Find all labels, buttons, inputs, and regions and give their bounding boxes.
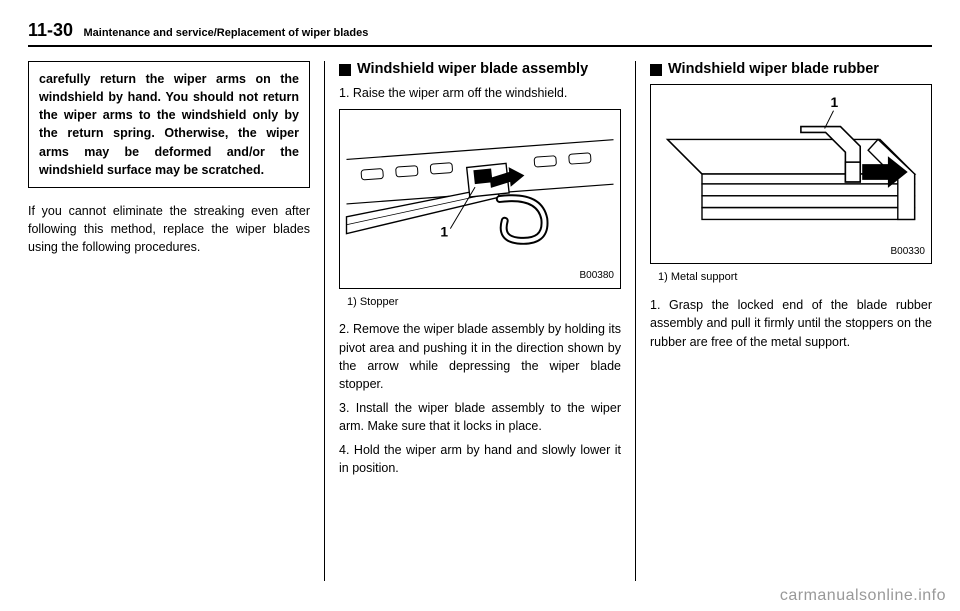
figure-assembly: 1 B00380 bbox=[339, 109, 621, 289]
column-2: Windshield wiper blade assembly 1. Raise… bbox=[325, 61, 636, 581]
content-columns: carefully return the wiper arms on the w… bbox=[28, 61, 932, 581]
rubber-illustration: 1 bbox=[651, 85, 931, 263]
section-head-rubber: Windshield wiper blade rubber bbox=[650, 61, 932, 78]
col3-step1: 1. Grasp the locked end of the blade rub… bbox=[650, 296, 932, 350]
figure-code-2: B00330 bbox=[891, 245, 925, 260]
col1-paragraph: If you cannot eliminate the streaking ev… bbox=[28, 202, 310, 256]
col2-step4: 4. Hold the wiper arm by hand and slowly… bbox=[339, 441, 621, 477]
col2-step1: 1. Raise the wiper arm off the windshiel… bbox=[339, 84, 621, 102]
figure-label-2: 1) Metal support bbox=[658, 270, 932, 286]
column-1: carefully return the wiper arms on the w… bbox=[28, 61, 325, 581]
manual-page: 11-30 Maintenance and service/Replacemen… bbox=[0, 0, 960, 611]
square-bullet-icon bbox=[339, 64, 351, 76]
callout-2: 1 bbox=[831, 94, 839, 110]
watermark: carmanualsonline.info bbox=[780, 587, 946, 605]
square-bullet-icon bbox=[650, 64, 662, 76]
caution-box: carefully return the wiper arms on the w… bbox=[28, 61, 310, 188]
page-header: 11-30 Maintenance and service/Replacemen… bbox=[28, 20, 932, 47]
figure-code-1: B00380 bbox=[580, 269, 614, 284]
header-title: Maintenance and service/Replacement of w… bbox=[84, 27, 369, 39]
col2-step2: 2. Remove the wiper blade assembly by ho… bbox=[339, 320, 621, 393]
column-3: Windshield wiper blade rubber bbox=[636, 61, 932, 581]
col2-step3: 3. Install the wiper blade assembly to t… bbox=[339, 399, 621, 435]
callout-1: 1 bbox=[440, 223, 448, 239]
figure-rubber: 1 B00330 bbox=[650, 84, 932, 264]
section-head-assembly: Windshield wiper blade assembly bbox=[339, 61, 621, 78]
figure-label-1: 1) Stopper bbox=[347, 295, 621, 311]
assembly-illustration: 1 bbox=[340, 110, 620, 288]
page-number: 11-30 bbox=[28, 20, 73, 40]
section-title-rubber: Windshield wiper blade rubber bbox=[668, 61, 879, 78]
section-title-assembly: Windshield wiper blade assembly bbox=[357, 61, 588, 78]
